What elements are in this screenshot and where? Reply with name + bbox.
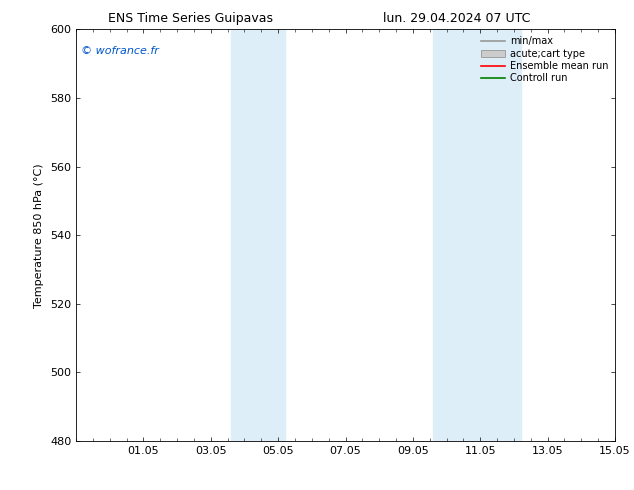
Y-axis label: Temperature 850 hPa (°C): Temperature 850 hPa (°C) [34, 163, 44, 308]
Legend: min/max, acute;cart type, Ensemble mean run, Controll run: min/max, acute;cart type, Ensemble mean … [479, 34, 610, 85]
Bar [231, 29, 285, 441]
Text: © wofrance.fr: © wofrance.fr [81, 46, 159, 56]
Bar [433, 29, 521, 441]
Text: ENS Time Series Guipavas: ENS Time Series Guipavas [108, 12, 273, 25]
Text: lun. 29.04.2024 07 UTC: lun. 29.04.2024 07 UTC [383, 12, 530, 25]
